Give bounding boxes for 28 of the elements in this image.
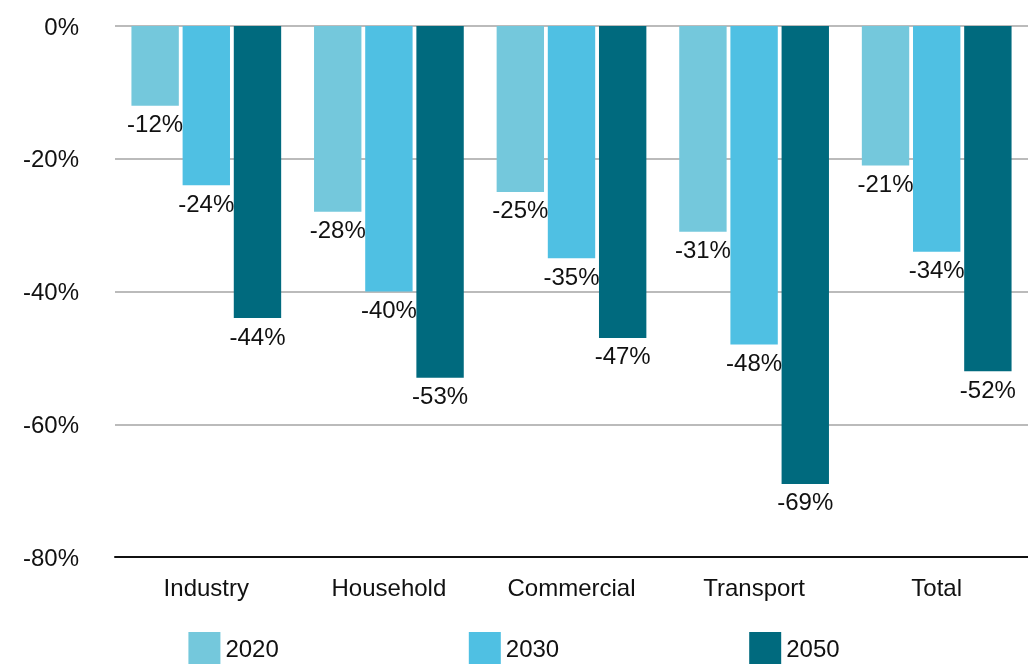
- data-label: -47%: [594, 342, 651, 370]
- data-label: -34%: [908, 256, 965, 284]
- data-label: -53%: [412, 382, 469, 410]
- x-tick-label: Transport: [703, 573, 806, 601]
- data-label: -31%: [674, 236, 731, 264]
- data-label: -52%: [959, 375, 1016, 403]
- data-label: -25%: [492, 196, 549, 224]
- x-tick-label: Total: [911, 573, 963, 601]
- y-tick-label: -80%: [22, 543, 79, 571]
- y-tick-label: -40%: [22, 278, 79, 305]
- x-tick-label: Household: [331, 573, 447, 601]
- data-label: -69%: [777, 488, 834, 516]
- x-tick-label: Industry: [163, 573, 249, 601]
- y-tick-label: -20%: [22, 145, 79, 173]
- data-label: -35%: [543, 262, 600, 290]
- y-tick-label: 0%: [44, 12, 79, 40]
- data-label: -48%: [726, 349, 783, 377]
- data-label: -28%: [309, 216, 366, 244]
- data-label: -21%: [857, 169, 914, 197]
- y-tick-label: -60%: [22, 410, 79, 438]
- legend-label: 2050: [786, 634, 840, 662]
- data-label: -44%: [229, 322, 286, 350]
- legend-label: 2020: [225, 634, 279, 662]
- data-label: -40%: [360, 296, 417, 323]
- legend-label: 2030: [505, 634, 560, 662]
- data-label: -24%: [178, 189, 235, 217]
- x-tick-label: Commercial: [507, 573, 636, 601]
- data-label: -12%: [127, 110, 184, 138]
